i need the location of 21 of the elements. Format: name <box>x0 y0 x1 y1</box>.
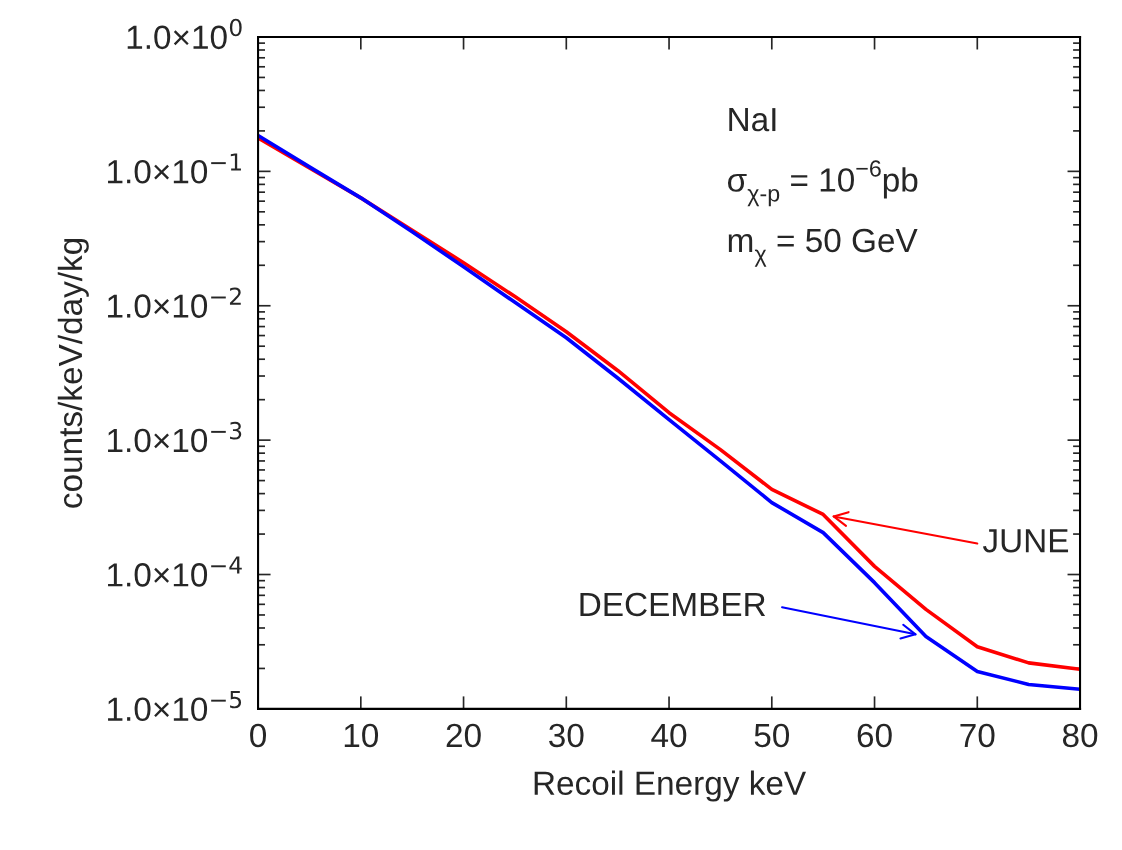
annotation: NaI <box>729 108 776 132</box>
x-tick-label: 20 <box>446 723 481 748</box>
y-tick-label: 1.0×10$^{−3}$ <box>108 421 242 453</box>
x-tick-label: 0 <box>250 723 267 748</box>
y-tick-label: 1.0×10$^{−2}$ <box>108 287 241 318</box>
annotation: mχ = 50 GeV <box>728 228 918 267</box>
text: JUNE <box>982 529 1069 553</box>
y-tick-label: 1.0×10$^{−5}$ <box>108 690 242 722</box>
y-axis-title: counts/keV/day/kg <box>57 238 89 508</box>
y-tick-label: 1.0×10$^{−1}$ <box>108 153 241 184</box>
x-tick-label: 30 <box>549 723 584 748</box>
x-tick-label: 60 <box>857 723 892 748</box>
y-tick-label: 1.0×10$^{0}$ <box>127 18 242 50</box>
x-tick-label: 10 <box>344 723 379 748</box>
y-tick-label: 1.0×10$^{−4}$ <box>108 556 242 587</box>
x-tick-label: 80 <box>1062 723 1098 748</box>
legend-label: DECEMBER <box>580 592 766 617</box>
x-axis-title: Recoil Energy keV <box>534 770 807 802</box>
x-tick-label: 40 <box>651 723 687 748</box>
x-tick-label: 70 <box>960 723 995 748</box>
x-tick-label: 50 <box>754 723 790 748</box>
